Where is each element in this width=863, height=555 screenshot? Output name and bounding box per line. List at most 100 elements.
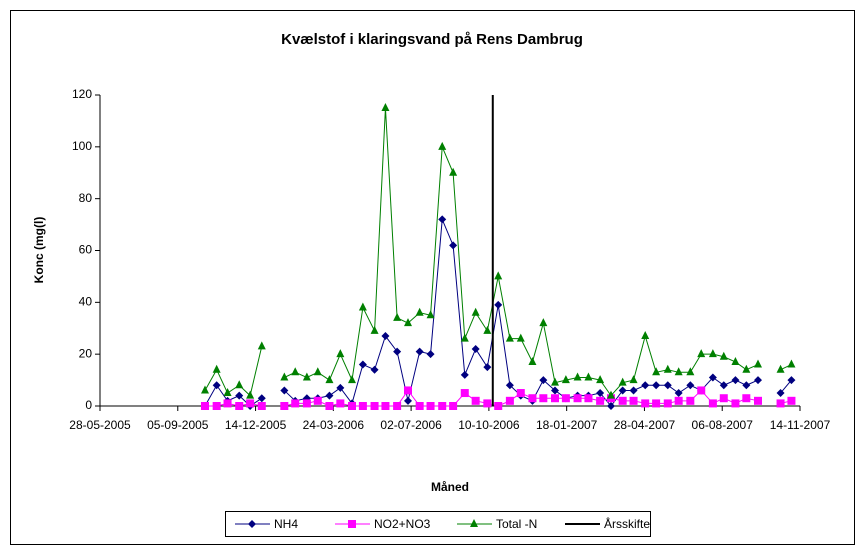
data-point <box>596 375 605 384</box>
data-point <box>686 367 695 376</box>
data-point <box>246 399 255 408</box>
data-point <box>607 402 615 410</box>
data-point <box>663 399 672 408</box>
data-point <box>776 399 785 408</box>
y-axis-label: Konc (mg(l) <box>32 217 46 284</box>
data-point <box>561 375 570 384</box>
data-point <box>629 386 638 395</box>
data-point <box>674 396 683 405</box>
x-tick-label: 24-03-2006 <box>303 418 365 432</box>
data-point <box>731 399 740 408</box>
data-point <box>641 381 650 390</box>
data-point <box>641 331 650 340</box>
data-point <box>618 386 627 395</box>
data-point <box>280 372 289 381</box>
data-point <box>449 402 458 410</box>
data-point <box>754 359 762 368</box>
data-point <box>731 376 740 385</box>
data-point <box>358 360 367 369</box>
data-point <box>370 402 379 410</box>
legend-label: NH4 <box>274 517 298 531</box>
x-tick-label: 28-05-2005 <box>69 418 131 432</box>
legend-marker <box>248 520 256 528</box>
data-point <box>652 367 661 376</box>
data-point <box>471 307 480 316</box>
data-point <box>573 394 582 403</box>
data-point <box>280 402 289 410</box>
data-point <box>212 402 221 410</box>
data-point <box>235 391 244 400</box>
data-point <box>618 377 627 386</box>
data-point <box>708 349 717 358</box>
data-point <box>302 399 311 408</box>
data-point <box>652 399 661 408</box>
y-tick-label: 120 <box>72 87 92 101</box>
x-tick-label: 14-12-2005 <box>225 418 287 432</box>
data-point <box>539 376 548 385</box>
data-point <box>449 167 458 176</box>
data-point <box>212 381 221 390</box>
data-point <box>742 381 751 390</box>
data-point <box>686 381 695 390</box>
data-point <box>528 394 537 403</box>
data-point <box>438 141 447 150</box>
legend-marker <box>348 520 356 528</box>
data-point <box>291 367 300 376</box>
data-point <box>539 394 548 403</box>
data-point <box>754 376 762 385</box>
data-point <box>404 396 412 405</box>
y-tick-label: 20 <box>79 346 93 360</box>
x-tick-label: 06-08-2007 <box>692 418 754 432</box>
data-point <box>686 396 695 405</box>
data-point <box>505 396 514 405</box>
data-point <box>348 402 356 410</box>
data-point <box>370 325 379 334</box>
data-point <box>505 381 514 390</box>
x-tick-label: 18-01-2007 <box>536 418 598 432</box>
data-point <box>404 386 412 395</box>
legend-label: Total -N <box>496 517 537 531</box>
data-point <box>708 373 717 382</box>
x-axis-label: Måned <box>431 480 469 494</box>
data-point <box>629 396 638 405</box>
data-point <box>381 102 390 111</box>
x-tick-label: 14-11-2007 <box>770 418 831 432</box>
data-point <box>302 372 311 381</box>
data-point <box>449 241 458 250</box>
legend-label: NO2+NO3 <box>374 517 431 531</box>
data-point <box>471 344 480 353</box>
data-point <box>393 402 402 410</box>
data-point <box>415 307 424 316</box>
data-point <box>460 370 469 379</box>
data-point <box>776 364 785 373</box>
legend-label: Årsskifte <box>604 516 650 531</box>
data-point <box>291 399 300 408</box>
data-point <box>742 364 751 373</box>
data-point <box>438 402 447 410</box>
data-point <box>607 390 615 399</box>
data-point <box>246 390 255 399</box>
y-tick-label: 40 <box>79 295 93 309</box>
data-point <box>235 402 244 410</box>
data-point <box>584 394 593 403</box>
data-point <box>201 385 209 394</box>
data-point <box>201 402 209 410</box>
data-point <box>505 333 514 342</box>
data-point <box>494 402 503 410</box>
data-point <box>663 364 672 373</box>
data-point <box>561 394 570 403</box>
data-point <box>313 396 322 405</box>
data-point <box>212 364 221 373</box>
data-point <box>719 381 728 390</box>
data-point <box>393 347 402 356</box>
data-point <box>381 332 390 341</box>
data-point <box>516 389 525 398</box>
data-point <box>719 351 728 360</box>
data-point <box>325 391 334 400</box>
data-point <box>426 402 435 410</box>
data-point <box>483 363 492 372</box>
data-point <box>584 372 593 381</box>
data-point <box>348 375 356 384</box>
data-point <box>460 333 469 342</box>
